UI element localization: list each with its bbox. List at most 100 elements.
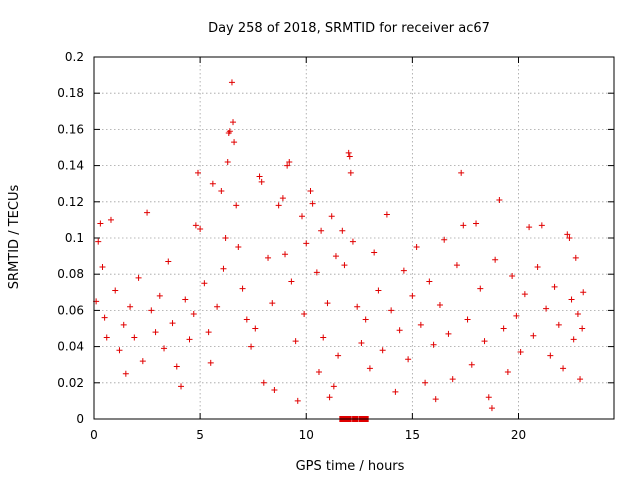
data-point — [572, 254, 579, 261]
data-point — [301, 311, 308, 318]
data-point — [201, 280, 208, 287]
data-point — [112, 287, 119, 294]
grid-lines — [94, 57, 614, 419]
data-point — [131, 334, 138, 341]
data-point — [107, 216, 114, 223]
data-point — [156, 292, 163, 299]
data-point — [362, 316, 369, 323]
data-point — [148, 307, 155, 314]
data-point — [271, 387, 278, 394]
data-point — [534, 263, 541, 270]
data-point — [116, 347, 123, 354]
y-tick-label: 0.2 — [65, 50, 84, 64]
data-point — [555, 321, 562, 328]
data-point — [307, 187, 314, 194]
data-point — [239, 285, 246, 292]
data-point — [235, 244, 242, 251]
data-point — [161, 345, 168, 352]
data-point — [178, 383, 185, 390]
data-point — [258, 178, 265, 185]
y-tick-label: 0.04 — [57, 340, 84, 354]
data-point — [144, 209, 151, 216]
data-point — [349, 238, 356, 245]
data-point — [233, 202, 240, 209]
data-point — [485, 394, 492, 401]
data-point — [122, 370, 129, 377]
data-point — [152, 329, 159, 336]
data-point — [543, 305, 550, 312]
data-point — [99, 263, 106, 270]
data-point — [173, 363, 180, 370]
data-point — [488, 405, 495, 412]
data-point — [430, 341, 437, 348]
data-point — [165, 258, 172, 265]
data-point — [500, 325, 507, 332]
y-tick-label: 0.12 — [57, 195, 84, 209]
data-point — [186, 336, 193, 343]
data-point — [379, 347, 386, 354]
y-tick-label: 0.14 — [57, 159, 84, 173]
data-point — [375, 287, 382, 294]
data-point — [445, 330, 452, 337]
plot-frame — [93, 56, 615, 420]
data-point — [436, 301, 443, 308]
data-point — [324, 300, 331, 307]
data-point — [504, 368, 511, 375]
data-point — [509, 273, 516, 280]
data-point — [458, 169, 465, 176]
data-point — [460, 222, 467, 229]
data-point — [453, 262, 460, 269]
data-point — [135, 274, 142, 281]
data-point — [209, 180, 216, 187]
data-point — [530, 332, 537, 339]
data-point — [318, 227, 325, 234]
data-point — [224, 158, 231, 165]
data-point — [332, 253, 339, 260]
data-point — [473, 220, 480, 227]
y-tick-label: 0.08 — [57, 267, 84, 281]
data-point — [248, 343, 255, 350]
data-point — [521, 291, 528, 298]
data-point — [358, 339, 365, 346]
data-point — [409, 292, 416, 299]
data-point — [417, 321, 424, 328]
data-point — [570, 336, 577, 343]
data-point — [492, 256, 499, 263]
y-tick-label: 0.16 — [57, 122, 84, 136]
data-point — [226, 128, 233, 135]
data-point — [335, 352, 342, 359]
data-point — [294, 397, 301, 404]
data-point — [468, 361, 475, 368]
y-tick-label: 0.02 — [57, 376, 84, 390]
x-tick-label: 5 — [196, 428, 204, 442]
data-point — [120, 321, 127, 328]
data-point — [230, 119, 237, 126]
data-point — [341, 262, 348, 269]
data-point — [95, 238, 102, 245]
data-point — [252, 325, 259, 332]
data-points — [93, 79, 587, 422]
data-point — [265, 254, 272, 261]
data-point — [432, 396, 439, 403]
data-point — [207, 359, 214, 366]
data-point — [392, 388, 399, 395]
data-point — [477, 285, 484, 292]
data-point — [220, 265, 227, 272]
data-point — [309, 200, 316, 207]
data-point — [481, 338, 488, 345]
data-point — [320, 334, 327, 341]
data-point — [579, 325, 586, 332]
data-point — [345, 149, 352, 156]
data-point — [400, 267, 407, 274]
data-point — [347, 169, 354, 176]
data-point — [513, 312, 520, 319]
y-tick-label: 0.1 — [65, 231, 84, 245]
data-point — [256, 173, 263, 180]
data-point — [346, 153, 353, 160]
data-point — [197, 225, 204, 232]
data-point — [214, 303, 221, 310]
data-point — [288, 278, 295, 285]
x-tick-label: 10 — [299, 428, 314, 442]
x-tick-label: 15 — [405, 428, 420, 442]
data-point — [354, 303, 361, 310]
